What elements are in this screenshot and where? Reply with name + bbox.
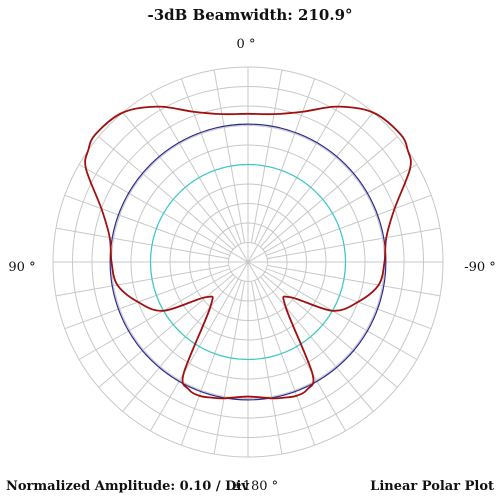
grid-spoke-10: [214, 70, 244, 243]
chart-title: -3dB Beamwidth: 210.9°: [147, 6, 352, 24]
grid-spoke-280: [267, 228, 440, 258]
grid-spoke-170: [214, 281, 244, 454]
grid-spoke-260: [267, 265, 440, 295]
grid-spoke-80: [56, 228, 229, 258]
grid-spoke-100: [56, 265, 229, 295]
grid-spoke-350: [251, 70, 281, 243]
angle-label-90: 90 °: [8, 260, 35, 275]
plot-type-label: Linear Polar Plot: [370, 479, 494, 494]
angle-label-minus-90: -90 °: [464, 260, 496, 275]
amplitude-scale-label: Normalized Amplitude: 0.10 / Div: [6, 479, 249, 494]
grid-spoke-190: [251, 281, 281, 454]
angle-label-0: 0 °: [237, 37, 256, 52]
